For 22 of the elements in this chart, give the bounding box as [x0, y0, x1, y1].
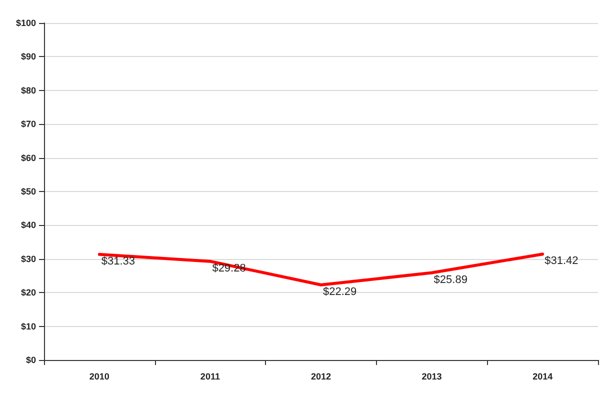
y-tick-label: $10 — [20, 321, 36, 332]
y-tick-label: $50 — [20, 186, 36, 196]
data-label: $25.89 — [434, 274, 468, 286]
y-tick-label: $100 — [16, 18, 36, 28]
y-tick-label: $20 — [20, 288, 36, 298]
x-tick-label: 2010 — [89, 372, 110, 382]
data-label: $31.33 — [101, 255, 136, 268]
x-tick-label: 2014 — [532, 372, 553, 382]
data-label: $31.42 — [544, 255, 578, 268]
y-tick-label: $80 — [20, 85, 36, 96]
y-tick-label: $0 — [26, 355, 36, 365]
data-label: $29.28 — [212, 262, 246, 274]
y-tick-label: $40 — [20, 220, 36, 230]
data-label: $22.29 — [323, 286, 357, 298]
x-tick-label: 2012 — [310, 372, 332, 382]
y-tick-label: $30 — [20, 254, 36, 264]
x-tick-label: 2013 — [422, 372, 442, 382]
y-tick-label: $90 — [20, 52, 36, 62]
line-series — [98, 252, 544, 286]
y-tick-label: $60 — [20, 152, 36, 163]
y-tick-label: $70 — [20, 119, 36, 130]
x-tick-label: 2011 — [200, 372, 220, 382]
